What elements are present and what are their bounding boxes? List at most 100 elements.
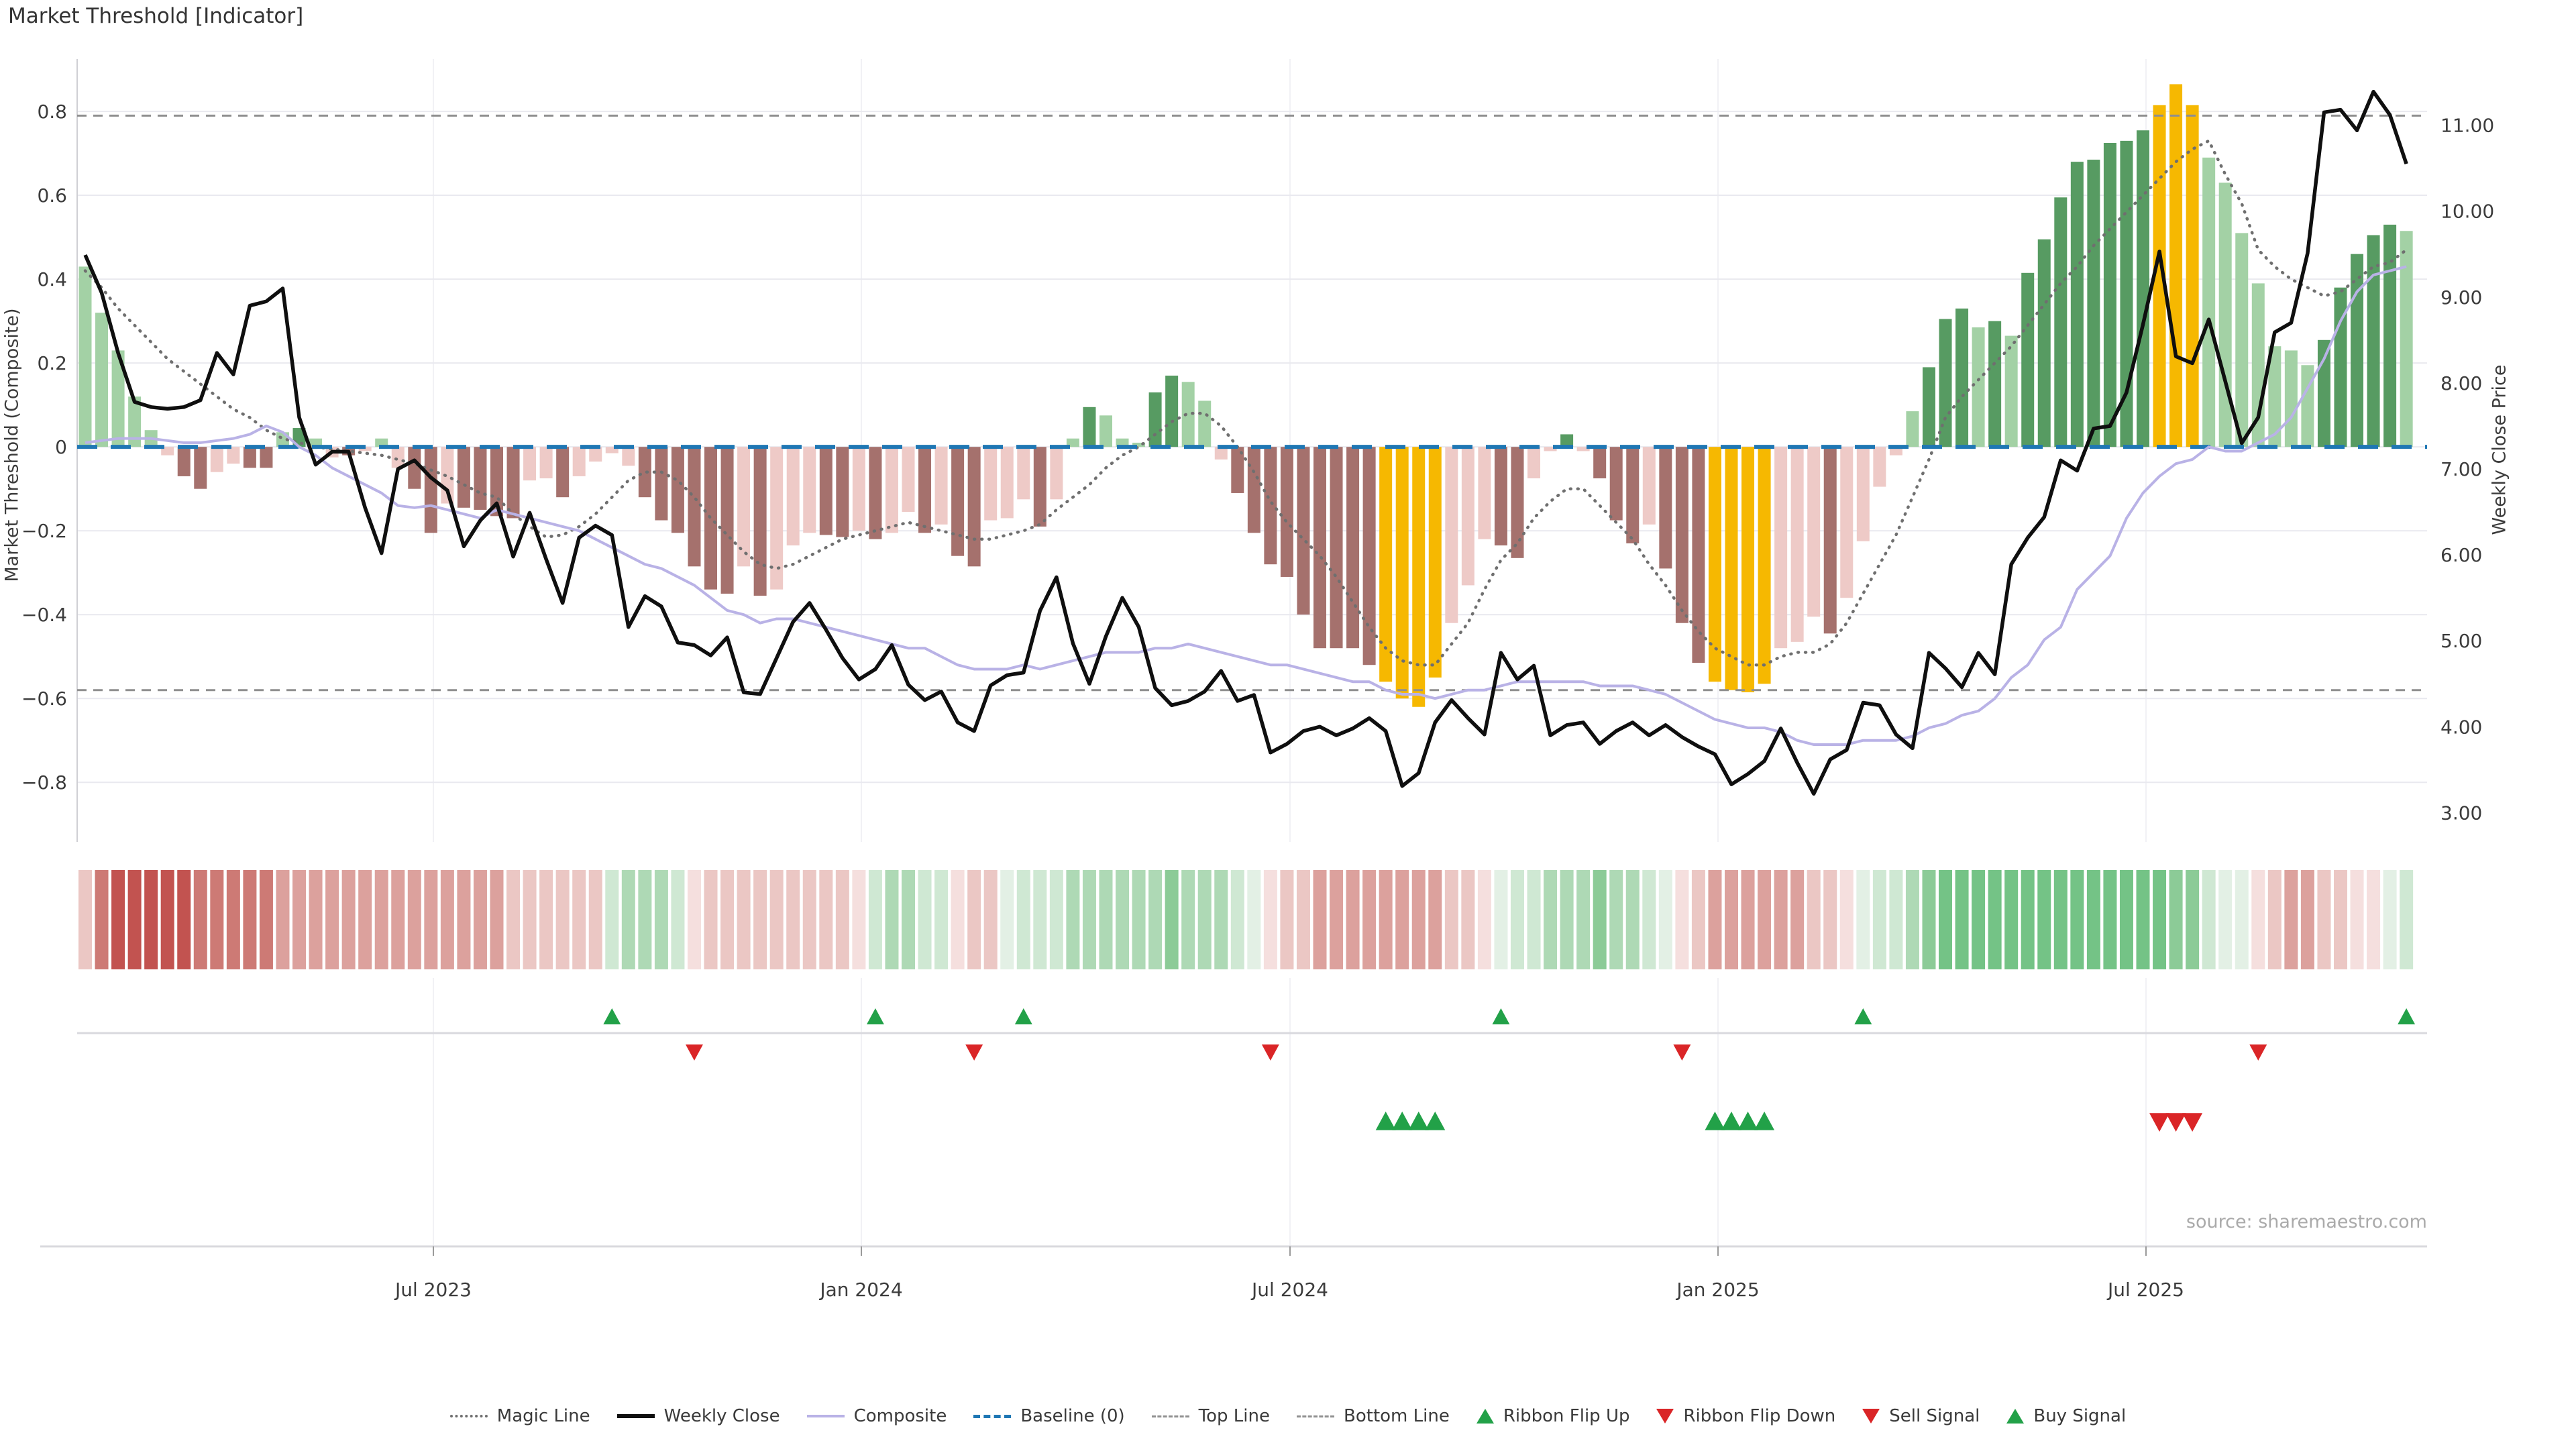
- buy-signal-marker: [1721, 1112, 1741, 1130]
- ribbon-cell: [1049, 870, 1063, 969]
- ribbon-cell: [1872, 870, 1886, 969]
- down-triangle-icon: [1656, 1409, 1674, 1424]
- composite-bar: [1362, 447, 1376, 665]
- composite-bar: [1511, 447, 1524, 558]
- composite-bar: [1346, 447, 1360, 649]
- composite-bar: [1280, 447, 1293, 577]
- buy-signal-marker: [1754, 1112, 1775, 1130]
- ribbon-cell: [638, 870, 652, 969]
- composite-bar: [2037, 239, 2051, 447]
- ribbon-cell: [95, 870, 109, 969]
- composite-bar: [836, 447, 849, 537]
- composite-bar: [408, 447, 421, 489]
- ribbon-cell: [2235, 870, 2249, 969]
- composite-bar: [737, 447, 751, 567]
- ribbon-cell: [2202, 870, 2216, 969]
- ribbon-cell: [177, 870, 191, 969]
- composite-bar: [358, 447, 372, 451]
- composite-bar: [2301, 365, 2314, 447]
- composite-bar: [2284, 350, 2298, 447]
- left-axis-tick-label: −0.6: [21, 688, 67, 710]
- composite-bar: [1428, 447, 1442, 678]
- composite-bar: [753, 447, 767, 596]
- composite-bar: [1050, 447, 1063, 500]
- sell-signal-marker: [2182, 1113, 2203, 1132]
- composite-bar: [1412, 447, 1426, 707]
- composite-bar: [1148, 392, 1162, 447]
- ribbon-cell: [2070, 870, 2084, 969]
- composite-bar: [375, 438, 388, 447]
- composite-bar: [1790, 447, 1804, 642]
- legend-label: Weekly Close: [663, 1406, 780, 1426]
- composite-bar: [1609, 447, 1623, 521]
- legend-label: Magic Line: [496, 1406, 590, 1426]
- ribbon-cell: [1000, 870, 1014, 969]
- ribbon-cell: [1510, 870, 1524, 969]
- ribbon-cell: [983, 870, 998, 969]
- bottom-line-swatch-icon: [1297, 1415, 1334, 1417]
- ribbon-cell: [1313, 870, 1327, 969]
- legend-label: Ribbon Flip Up: [1503, 1406, 1630, 1426]
- legend-label: Top Line: [1198, 1406, 1270, 1426]
- ribbon-cell: [2383, 870, 2397, 969]
- composite-bar: [177, 447, 191, 476]
- composite-line: [85, 265, 2407, 746]
- right-axis-tick-label: 10.00: [2440, 201, 2494, 223]
- composite-bar: [1576, 447, 1590, 451]
- ribbon-cell: [243, 870, 257, 969]
- ribbon-flip-down-marker: [965, 1044, 983, 1061]
- ribbon-cell: [1461, 870, 1475, 969]
- composite-bar: [1774, 447, 1788, 649]
- composite-bar: [2400, 231, 2413, 447]
- ribbon-cell: [2400, 870, 2414, 969]
- x-axis-date-label: Jul 2024: [1250, 1279, 1328, 1301]
- ribbon-cell: [1444, 870, 1458, 969]
- legend-item-weekly-close: Weekly Close: [616, 1406, 780, 1426]
- composite-bar: [2235, 233, 2249, 447]
- composite-bar: [1873, 447, 1886, 487]
- ribbon-cell: [720, 870, 735, 969]
- ribbon-cell: [1972, 870, 1986, 969]
- ribbon-cell: [769, 870, 784, 969]
- left-axis-tick-label: 0.6: [37, 184, 67, 207]
- x-axis-date-label: Jul 2025: [2106, 1279, 2184, 1301]
- composite-bar: [2120, 140, 2133, 447]
- composite-bar: [1560, 434, 1574, 447]
- composite-bar: [2169, 84, 2183, 447]
- ribbon-cell: [737, 870, 751, 969]
- x-axis-date-label: Jan 2025: [1675, 1279, 1759, 1301]
- composite-bar: [260, 447, 273, 468]
- ribbon-flip-up-marker: [1854, 1008, 1872, 1025]
- chart-legend: Magic Line Weekly Close Composite Baseli…: [0, 1406, 2576, 1426]
- composite-swatch-icon: [806, 1415, 845, 1417]
- ribbon-cell: [2267, 870, 2282, 969]
- ribbon-cell: [1214, 870, 1228, 969]
- composite-bar: [1840, 447, 1854, 598]
- ribbon-cell: [1889, 870, 1903, 969]
- ribbon-cell: [1625, 870, 1640, 969]
- composite-bar: [1544, 447, 1557, 451]
- composite-bar: [1264, 447, 1277, 565]
- composite-bar: [1758, 447, 1771, 684]
- ribbon-cell: [1330, 870, 1344, 969]
- ribbon-cell: [1741, 870, 1755, 969]
- ribbon-cell: [555, 870, 570, 969]
- composite-bar: [1955, 308, 1969, 447]
- ribbon-cell: [1823, 870, 1837, 969]
- ribbon-cell: [1609, 870, 1623, 969]
- ribbon-cell: [1477, 870, 1491, 969]
- composite-bar: [111, 350, 125, 447]
- composite-bar: [78, 266, 92, 447]
- ribbon-cell: [951, 870, 965, 969]
- composite-bar: [2021, 272, 2035, 447]
- legend-item-sell-signal: Sell Signal: [1862, 1406, 1980, 1426]
- composite-bar: [2087, 160, 2100, 447]
- ribbon-cell: [588, 870, 602, 969]
- ribbon-cell: [2367, 870, 2381, 969]
- composite-bar: [918, 447, 932, 533]
- ribbon-flip-up-marker: [1014, 1008, 1032, 1025]
- composite-bar: [1906, 411, 1919, 447]
- buy-signal-marker: [1408, 1112, 1429, 1130]
- ribbon-flip-down-marker: [1261, 1044, 1279, 1061]
- composite-bar: [1395, 447, 1409, 699]
